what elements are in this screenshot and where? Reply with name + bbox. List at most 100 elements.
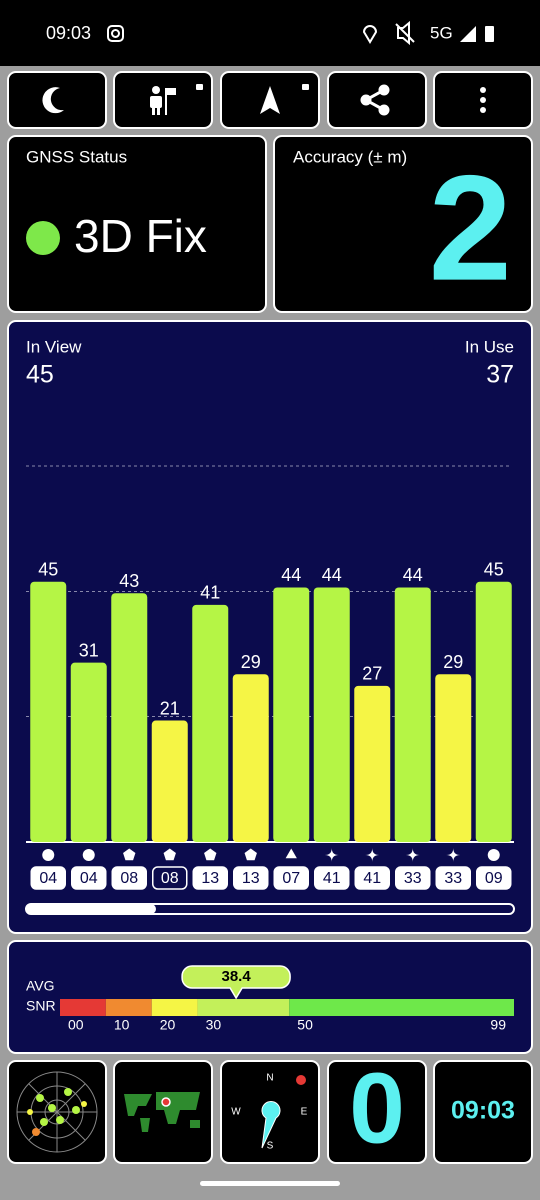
snr-avg-value: 38.4 <box>221 968 251 985</box>
compass-s: S <box>267 1141 274 1152</box>
prn-label: 08 <box>120 870 138 887</box>
bar <box>273 587 310 842</box>
instagram-icon <box>107 25 124 42</box>
prn-label: 07 <box>282 870 300 887</box>
prn-label: 04 <box>80 870 98 887</box>
in-view-label: In View <box>26 337 82 356</box>
snr-band <box>289 999 514 1016</box>
menu-icon <box>480 87 486 113</box>
prn-label: 09 <box>485 870 503 887</box>
bar <box>475 581 512 842</box>
snr-tick-label: 50 <box>297 1017 313 1033</box>
accuracy-title: Accuracy (± m) <box>293 147 407 166</box>
fix-label: 3D Fix <box>74 210 207 262</box>
snr-band <box>105 999 152 1016</box>
location-icon <box>362 25 378 44</box>
compass-needle <box>261 1101 281 1149</box>
bottom-tiles: N E S W 0 09:03 <box>7 1052 533 1164</box>
snr-label-top: AVG <box>26 978 55 994</box>
compass-n: N <box>266 1073 273 1084</box>
map-tile[interactable] <box>113 1060 213 1164</box>
value-label: 41 <box>200 583 220 603</box>
fix-count-tile[interactable] <box>327 1060 427 1164</box>
prn-box <box>30 866 66 890</box>
value-label: 45 <box>38 559 58 579</box>
prn-box <box>354 866 390 890</box>
value-label: 44 <box>403 565 423 585</box>
fix-count: 0 <box>349 1052 405 1164</box>
prn-box <box>192 866 228 890</box>
share-icon <box>360 84 390 116</box>
constellation-icon <box>487 849 500 861</box>
prn-box <box>71 866 107 890</box>
snr-tick-label: 30 <box>206 1017 222 1033</box>
compass-marker <box>296 1075 306 1085</box>
snr-tick-label: 20 <box>160 1017 176 1033</box>
constellation-icon <box>405 848 420 862</box>
snr-panel <box>7 940 533 1054</box>
clock-tile[interactable] <box>433 1060 533 1164</box>
value-label: 44 <box>322 565 342 585</box>
snr-tick-label: 99 <box>490 1017 506 1033</box>
bar <box>394 587 431 842</box>
value-label: 29 <box>443 652 463 672</box>
bar <box>192 604 229 842</box>
bar-chart: 45 04 31 04 43 08 21 08 41 13 29 13 44 07 44 41 27 41 44 33… <box>26 465 514 890</box>
constellation-icon <box>324 848 339 862</box>
in-view-value: 45 <box>26 361 54 389</box>
prn-box <box>314 866 350 890</box>
scrollbar-thumb[interactable] <box>26 904 156 914</box>
gnss-status-panel <box>7 135 267 313</box>
network-label: 5G <box>430 23 453 42</box>
prn-label: 13 <box>201 870 219 887</box>
snr-label-bottom: SNR <box>26 998 56 1014</box>
prn-label: 41 <box>323 870 341 887</box>
map-position <box>161 1097 171 1107</box>
in-use-label: In Use <box>465 337 514 356</box>
value-label: 21 <box>160 698 180 718</box>
constellation-icon <box>204 848 217 861</box>
bar <box>151 720 188 842</box>
value-label: 45 <box>484 559 504 579</box>
prn-label: 13 <box>242 870 260 887</box>
prn-box <box>152 866 188 890</box>
moon-icon <box>42 87 64 114</box>
prn-label: 04 <box>39 870 57 887</box>
gnss-status-title: GNSS Status <box>26 147 127 166</box>
prn-label: 41 <box>363 870 381 887</box>
constellation-icon <box>163 848 176 861</box>
snr-tick-label: 10 <box>114 1017 130 1033</box>
snr-tick-label: 00 <box>68 1017 84 1033</box>
constellation-icon <box>123 848 136 861</box>
snr-band <box>60 999 106 1016</box>
bar <box>111 593 148 842</box>
battery-icon <box>485 26 494 42</box>
prn-box <box>111 866 147 890</box>
prn-box <box>233 866 269 890</box>
toolbar <box>7 71 533 129</box>
snr-scale: 00 10 20 30 50 99 38.4 <box>60 965 514 1033</box>
constellation-icon <box>285 848 297 859</box>
constellation-icon <box>244 848 257 861</box>
share-button[interactable] <box>327 71 427 129</box>
status-bar <box>0 0 540 66</box>
constellation-icon <box>365 848 380 862</box>
constellation-icon <box>446 848 461 862</box>
value-label: 31 <box>79 640 99 660</box>
bar <box>232 674 269 842</box>
mode-button[interactable] <box>113 71 213 129</box>
snr-band <box>151 999 198 1016</box>
in-use-value: 37 <box>486 361 514 389</box>
night-mode-button[interactable] <box>7 71 107 129</box>
nav-handle[interactable] <box>200 1181 340 1186</box>
bar <box>313 587 350 842</box>
status-time: 09:03 <box>46 23 91 43</box>
constellation-icon <box>82 849 95 861</box>
clock-time: 09:03 <box>451 1097 515 1125</box>
bar <box>435 674 472 842</box>
person-flag-icon <box>150 84 203 115</box>
bar <box>70 662 107 842</box>
prn-label: 33 <box>444 870 462 887</box>
compass-w: W <box>231 1107 241 1118</box>
